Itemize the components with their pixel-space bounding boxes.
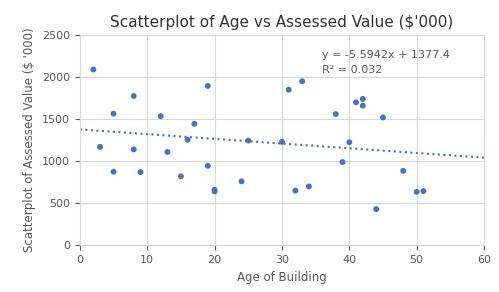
Point — [211, 189, 219, 194]
Point — [177, 174, 185, 179]
X-axis label: Age of Building: Age of Building — [237, 271, 327, 284]
Text: y = -5.5942x + 1377.4
R² = 0.032: y = -5.5942x + 1377.4 R² = 0.032 — [322, 50, 451, 74]
Point — [399, 168, 407, 173]
Point — [419, 189, 427, 193]
Point — [211, 187, 219, 192]
Point — [372, 207, 380, 211]
Point — [345, 140, 353, 145]
Point — [359, 97, 367, 101]
Point — [298, 79, 306, 84]
Point — [413, 190, 421, 194]
Point — [291, 188, 299, 193]
Point — [96, 145, 104, 149]
Point — [130, 147, 138, 152]
Point — [204, 84, 212, 88]
Title: Scatterplot of Age vs Assessed Value ($'000): Scatterplot of Age vs Assessed Value ($'… — [110, 15, 454, 30]
Point — [157, 114, 165, 119]
Point — [109, 111, 118, 116]
Point — [109, 169, 118, 174]
Point — [244, 138, 252, 143]
Point — [130, 94, 138, 98]
Point — [284, 87, 292, 92]
Point — [204, 164, 212, 168]
Point — [338, 160, 346, 164]
Point — [89, 67, 97, 72]
Point — [136, 170, 145, 174]
Point — [352, 100, 360, 105]
Point — [278, 140, 286, 144]
Point — [359, 103, 367, 108]
Point — [163, 150, 171, 154]
Point — [379, 115, 387, 120]
Point — [305, 184, 313, 189]
Point — [184, 138, 192, 142]
Y-axis label: Scatterplot of Assessed Value ($ '000): Scatterplot of Assessed Value ($ '000) — [23, 28, 36, 253]
Point — [332, 112, 340, 117]
Point — [190, 121, 198, 126]
Point — [238, 179, 246, 184]
